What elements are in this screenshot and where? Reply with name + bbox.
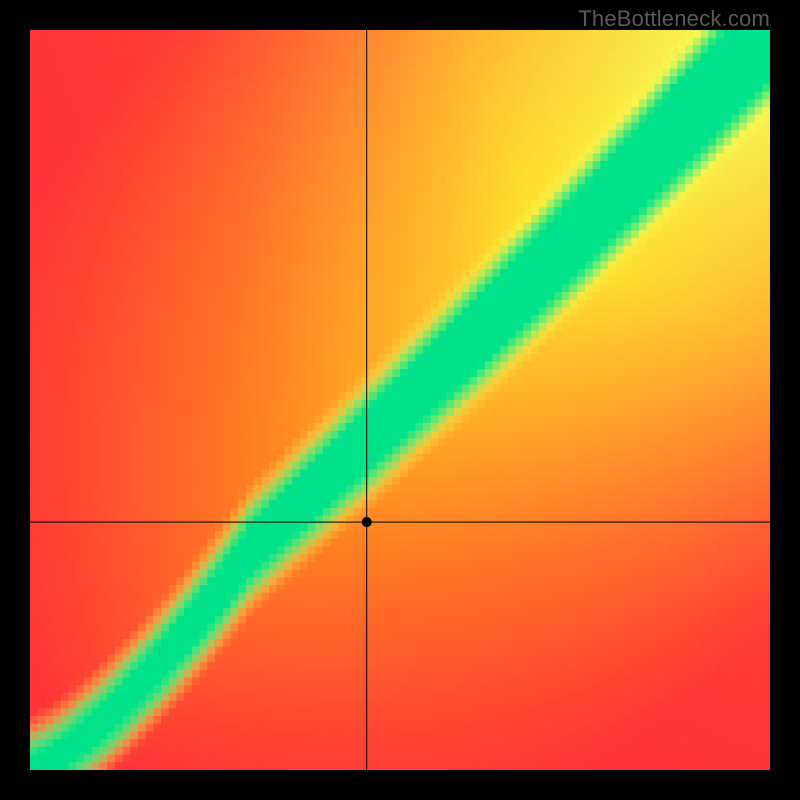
chart-container: TheBottleneck.com <box>0 0 800 800</box>
heatmap-plot <box>30 30 770 770</box>
watermark-text: TheBottleneck.com <box>578 6 770 32</box>
heatmap-canvas <box>30 30 770 770</box>
